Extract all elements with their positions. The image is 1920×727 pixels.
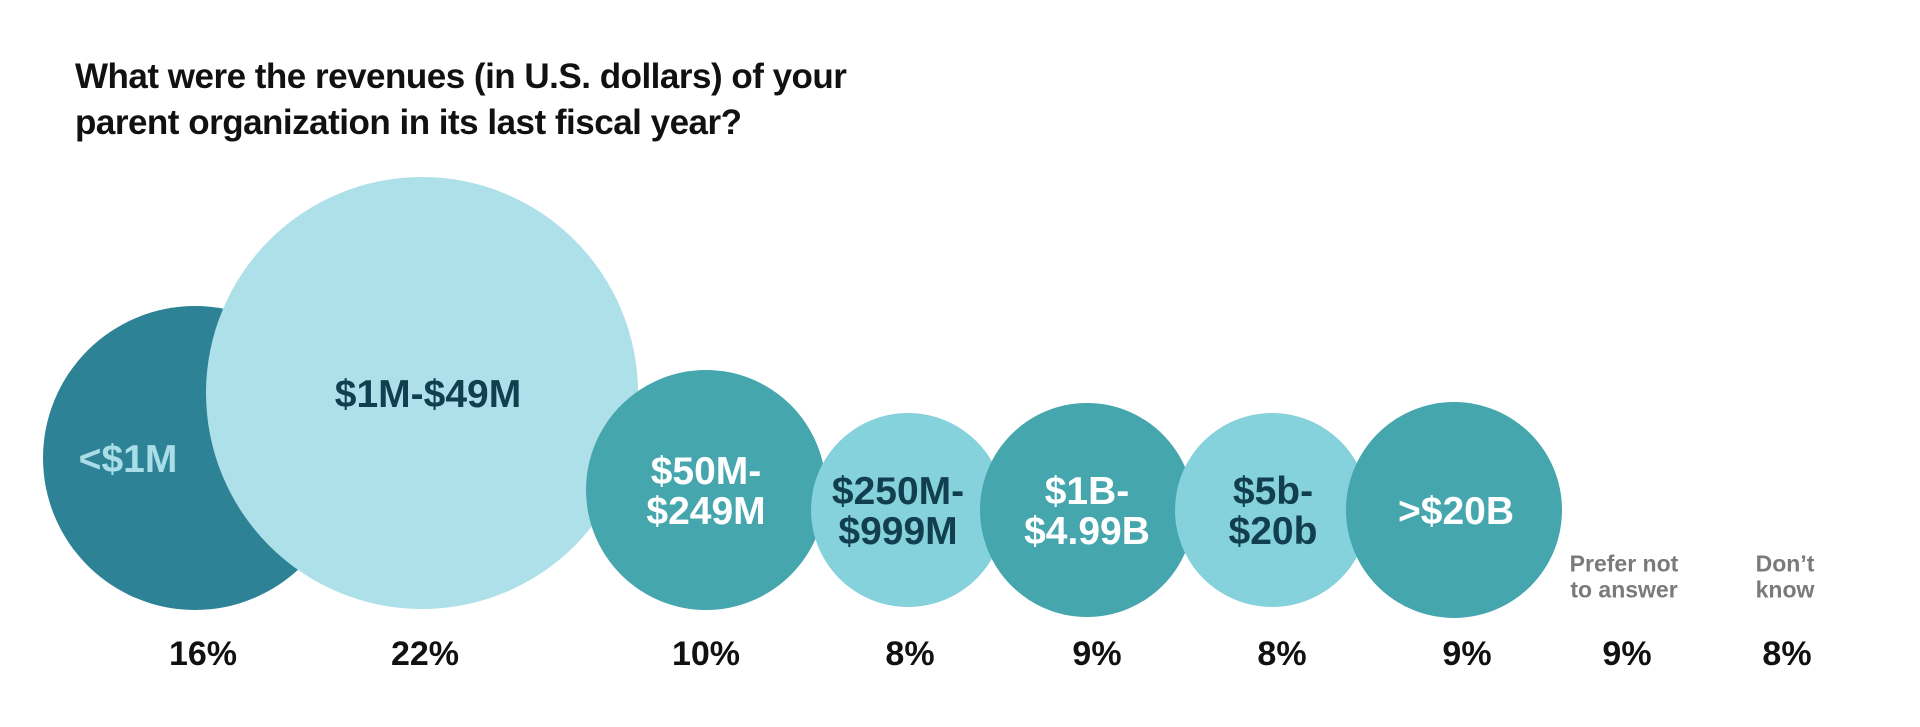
bubble-label-0: <$1M — [79, 438, 178, 481]
bubble-label-7-line-1: to answer — [1570, 576, 1677, 602]
bubble-group-4: $1B-$4.99B 9% — [980, 403, 1194, 673]
bubble-label-7-line-0: Prefer not — [1570, 550, 1679, 576]
bubble-label-3-line-0: $250M- — [832, 470, 964, 513]
bubble-label-8: Don’t know — [1756, 550, 1815, 602]
bubble-2 — [586, 370, 826, 610]
bubble-label-5: $5b-$20b — [1229, 470, 1318, 553]
value-label-5: 8% — [1257, 635, 1306, 673]
bubble-label-0-line-0: <$1M — [79, 438, 178, 481]
value-label-8: 8% — [1762, 635, 1811, 673]
bubble-label-1-line-0: $1M-$49M — [335, 373, 521, 416]
value-label-7: 9% — [1602, 635, 1651, 673]
bubble-label-2-line-1: $249M — [646, 490, 765, 533]
bubble-label-8-line-1: know — [1756, 576, 1815, 602]
bubble-6 — [1346, 402, 1562, 618]
chart-title: What were the revenues (in U.S. dollars)… — [75, 54, 975, 146]
bubble-group-7: Prefer not to answer 9% — [1570, 550, 1679, 673]
value-label-6: 9% — [1442, 635, 1491, 673]
value-label-0: 16% — [169, 635, 237, 673]
value-label-1: 22% — [391, 635, 459, 673]
bubble-3 — [811, 413, 1005, 607]
bubble-label-7: Prefer not to answer — [1570, 550, 1679, 602]
bubble-group-3: $250M-$999M 8% — [811, 413, 1005, 673]
bubble-group-1: $1M-$49M 22% — [206, 177, 638, 673]
bubble-label-5-line-1: $20b — [1229, 510, 1318, 553]
bubble-label-3: $250M-$999M — [832, 470, 964, 553]
value-label-3: 8% — [885, 635, 934, 673]
bubble-group-5: $5b-$20b 8% — [1175, 413, 1369, 673]
bubble-4 — [980, 403, 1194, 617]
bubble-label-1: $1M-$49M — [335, 373, 521, 416]
bubble-label-5-line-0: $5b- — [1233, 470, 1313, 513]
bubble-1 — [206, 177, 638, 609]
bubble-label-4-line-0: $1B- — [1045, 470, 1130, 513]
bubble-label-2: $50M-$249M — [646, 450, 765, 533]
bubble-group-8: Don’t know 8% — [1756, 550, 1815, 673]
bubble-label-2-line-0: $50M- — [651, 450, 762, 493]
bubble-group-6: >$20B 9% — [1346, 402, 1562, 673]
value-label-4: 9% — [1072, 635, 1121, 673]
bubble-label-4: $1B-$4.99B — [1024, 470, 1150, 553]
chart-title-line-1: What were the revenues (in U.S. dollars)… — [75, 57, 847, 96]
bubble-label-8-line-0: Don’t — [1756, 550, 1815, 576]
bubble-label-3-line-1: $999M — [838, 510, 957, 553]
bubble-label-6: >$20B — [1398, 490, 1514, 533]
bubble-5 — [1175, 413, 1369, 607]
bubble-group-2: $50M-$249M 10% — [586, 370, 826, 673]
bubble-label-6-line-0: >$20B — [1398, 490, 1514, 533]
chart-title-line-2: parent organization in its last fiscal y… — [75, 103, 742, 142]
bubble-label-4-line-1: $4.99B — [1024, 510, 1150, 553]
value-label-2: 10% — [672, 635, 740, 673]
